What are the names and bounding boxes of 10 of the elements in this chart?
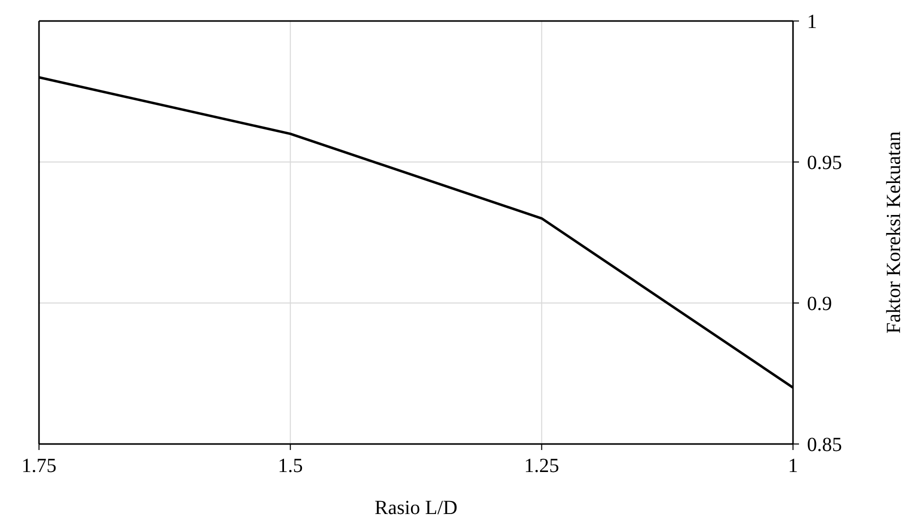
y-tick-label: 1: [807, 11, 817, 34]
x-tick-label: 1.25: [524, 455, 560, 478]
y-axis-title: Faktor Koreksi Kekuatan: [883, 131, 906, 334]
x-axis-title: Rasio L/D: [374, 497, 458, 519]
y-tick-label: 0.85: [807, 434, 842, 456]
x-tick-label: 1.75: [22, 455, 56, 478]
y-tick-label: 0.95: [807, 152, 842, 174]
x-tick-label: 1.5: [278, 455, 303, 478]
x-tick-label: 1: [788, 455, 798, 478]
y-tick-label: 0.9: [807, 293, 832, 316]
